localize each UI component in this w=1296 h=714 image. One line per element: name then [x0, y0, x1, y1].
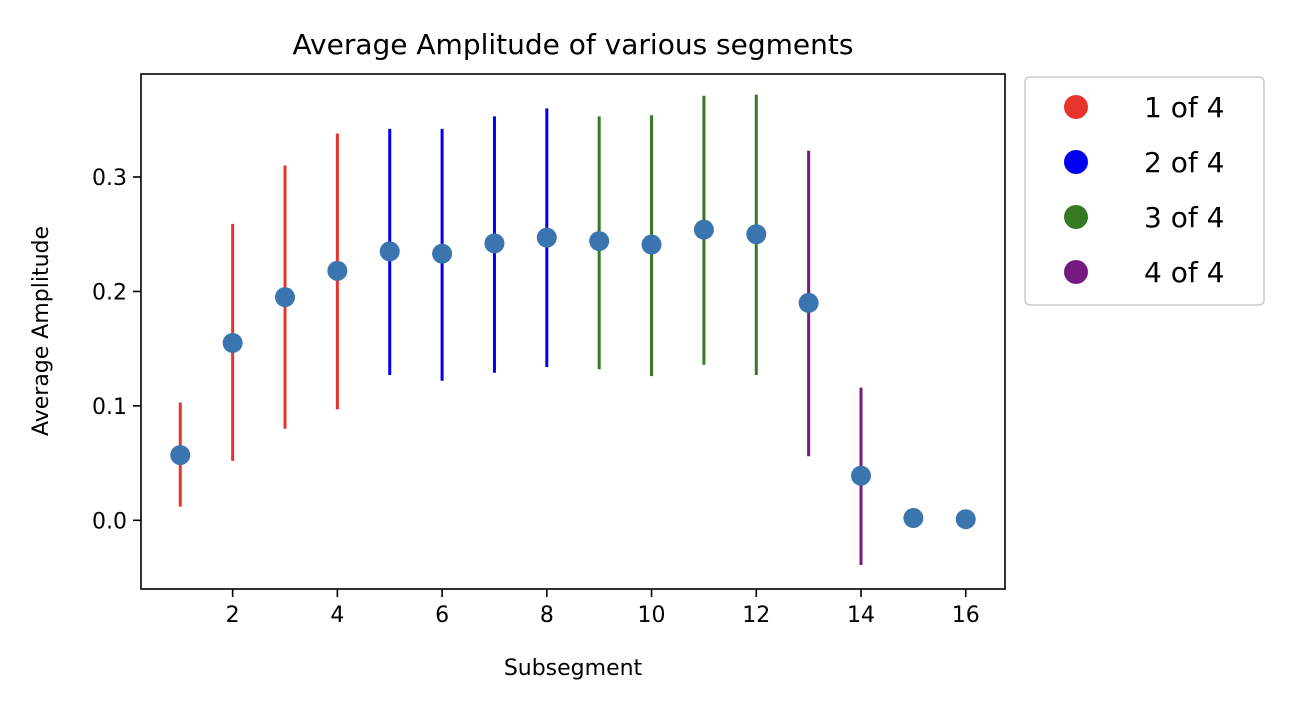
chart-title: Average Amplitude of various segments	[293, 28, 854, 61]
x-tick-label: 12	[742, 603, 770, 628]
data-point	[903, 508, 924, 529]
data-point	[222, 332, 243, 353]
legend-frame	[1024, 76, 1265, 306]
y-tick-label: 0.3	[92, 166, 127, 191]
data-point	[327, 260, 348, 281]
legend: 1 of 4 2 of 4 3 of 4 4 of 4	[1024, 76, 1265, 306]
x-tick-label: 14	[847, 603, 875, 628]
x-axis: 2 4 6 8 10 12 14 16	[226, 589, 980, 628]
legend-marker	[1064, 260, 1088, 284]
legend-marker	[1064, 150, 1088, 174]
data-point	[589, 231, 610, 252]
data-point	[170, 445, 191, 466]
legend-label: 2 of 4	[1144, 146, 1224, 179]
x-tick-label: 16	[952, 603, 980, 628]
data-point	[379, 241, 400, 262]
data-point	[641, 234, 662, 255]
data-point	[275, 287, 295, 308]
data-point	[851, 465, 871, 486]
legend-label: 3 of 4	[1144, 201, 1224, 234]
y-tick-label: 0.1	[92, 395, 127, 420]
x-tick-label: 8	[540, 603, 554, 628]
data-point	[955, 509, 976, 530]
legend-label: 4 of 4	[1144, 256, 1224, 289]
y-axis: 0.0 0.1 0.2 0.3	[92, 166, 141, 534]
data-point	[798, 292, 819, 313]
data-point	[536, 227, 557, 248]
y-tick-label: 0.2	[92, 280, 127, 305]
y-axis-label: Average Amplitude	[29, 226, 54, 436]
x-tick-label: 2	[226, 603, 240, 628]
data-point	[432, 243, 453, 264]
x-tick-label: 10	[638, 603, 666, 628]
x-tick-label: 6	[435, 603, 449, 628]
x-tick-label: 4	[330, 603, 344, 628]
plot-frame	[140, 73, 1006, 590]
data-point	[746, 224, 767, 245]
data-point	[484, 233, 505, 254]
legend-marker	[1064, 95, 1088, 119]
x-axis-label: Subsegment	[504, 656, 643, 681]
legend-marker	[1064, 205, 1088, 229]
data-point	[693, 219, 714, 240]
legend-label: 1 of 4	[1144, 91, 1224, 124]
y-tick-label: 0.0	[92, 509, 127, 534]
plot-area	[170, 94, 976, 565]
